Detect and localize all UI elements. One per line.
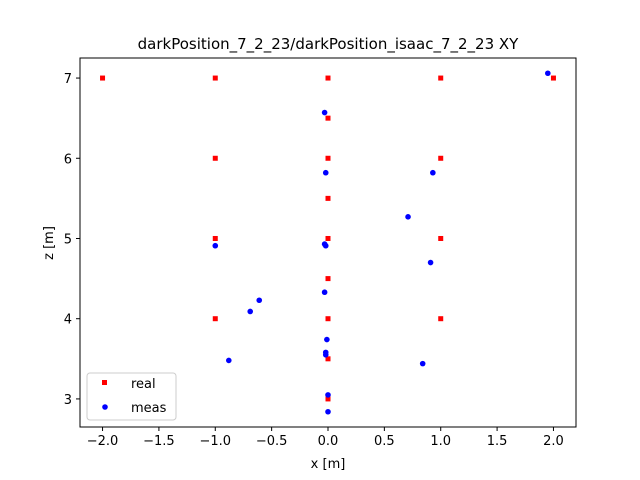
point-real-16 bbox=[438, 316, 444, 322]
point-real-13 bbox=[325, 276, 331, 282]
point-meas-16 bbox=[419, 360, 426, 367]
chart-title: darkPosition_7_2_23/darkPosition_isaac_7… bbox=[138, 35, 519, 54]
y-tick-label: 6 bbox=[64, 152, 72, 167]
point-meas-14 bbox=[322, 352, 329, 358]
point-real-2 bbox=[325, 75, 331, 81]
x-tick-label: −0.5 bbox=[256, 434, 288, 449]
point-meas-4 bbox=[405, 214, 411, 220]
point-meas-1 bbox=[321, 109, 328, 116]
x-tick-label: 1.0 bbox=[430, 434, 451, 449]
point-meas-8 bbox=[427, 259, 434, 266]
y-tick-label: 4 bbox=[64, 313, 72, 328]
legend-label-meas: meas bbox=[131, 401, 167, 416]
point-real-14 bbox=[212, 316, 218, 322]
y-tick-label: 3 bbox=[64, 393, 72, 408]
legend-frame bbox=[86, 372, 177, 421]
x-tick-label: 2.0 bbox=[543, 434, 564, 449]
legend: real meas bbox=[86, 372, 177, 421]
point-meas-5 bbox=[212, 242, 219, 249]
point-meas-18 bbox=[325, 408, 331, 415]
point-meas-17 bbox=[325, 392, 331, 398]
plot-area bbox=[100, 70, 556, 415]
x-tick-label: 0.5 bbox=[374, 434, 395, 449]
y-tick-label: 5 bbox=[64, 232, 72, 247]
point-real-1 bbox=[212, 75, 218, 81]
y-tick-label: 7 bbox=[64, 72, 72, 87]
point-real-8 bbox=[438, 155, 444, 161]
point-real-9 bbox=[325, 195, 331, 201]
point-meas-2 bbox=[322, 169, 329, 176]
x-tick-label: 0.0 bbox=[318, 434, 339, 449]
point-real-5 bbox=[325, 115, 331, 121]
x-tick-label: 1.5 bbox=[487, 434, 508, 449]
point-real-12 bbox=[438, 235, 444, 241]
point-meas-3 bbox=[430, 169, 436, 176]
point-real-6 bbox=[212, 155, 218, 161]
point-real-18 bbox=[325, 396, 331, 402]
point-real-10 bbox=[212, 235, 218, 241]
x-tick-label: −1.0 bbox=[199, 434, 231, 449]
point-meas-0 bbox=[545, 70, 551, 77]
axes-frame bbox=[79, 57, 577, 428]
point-meas-10 bbox=[256, 297, 263, 304]
legend-marker-meas bbox=[102, 404, 108, 410]
point-real-15 bbox=[325, 316, 331, 322]
point-real-7 bbox=[325, 155, 331, 161]
x-axis-label: x [m] bbox=[311, 457, 346, 472]
point-real-3 bbox=[438, 75, 444, 81]
point-meas-15 bbox=[226, 357, 232, 364]
point-meas-11 bbox=[247, 308, 254, 315]
y-axis-label: z [m] bbox=[42, 226, 57, 260]
legend-marker-real bbox=[102, 380, 107, 385]
legend-label-real: real bbox=[131, 377, 156, 392]
point-real-4 bbox=[550, 75, 556, 81]
x-tick-label: −1.5 bbox=[143, 434, 175, 449]
point-real-17 bbox=[325, 356, 331, 362]
point-meas-12 bbox=[324, 336, 330, 343]
point-real-0 bbox=[100, 75, 106, 81]
axes: −2.0 −1.5 −1.0 −0.5 0.0 0.5 1.0 1.5 2.0 3 4 5 6 7 bbox=[64, 57, 577, 449]
point-meas-7 bbox=[322, 242, 329, 249]
x-tick-label: −2.0 bbox=[87, 434, 119, 449]
point-real-11 bbox=[325, 235, 331, 241]
point-meas-9 bbox=[321, 289, 328, 296]
